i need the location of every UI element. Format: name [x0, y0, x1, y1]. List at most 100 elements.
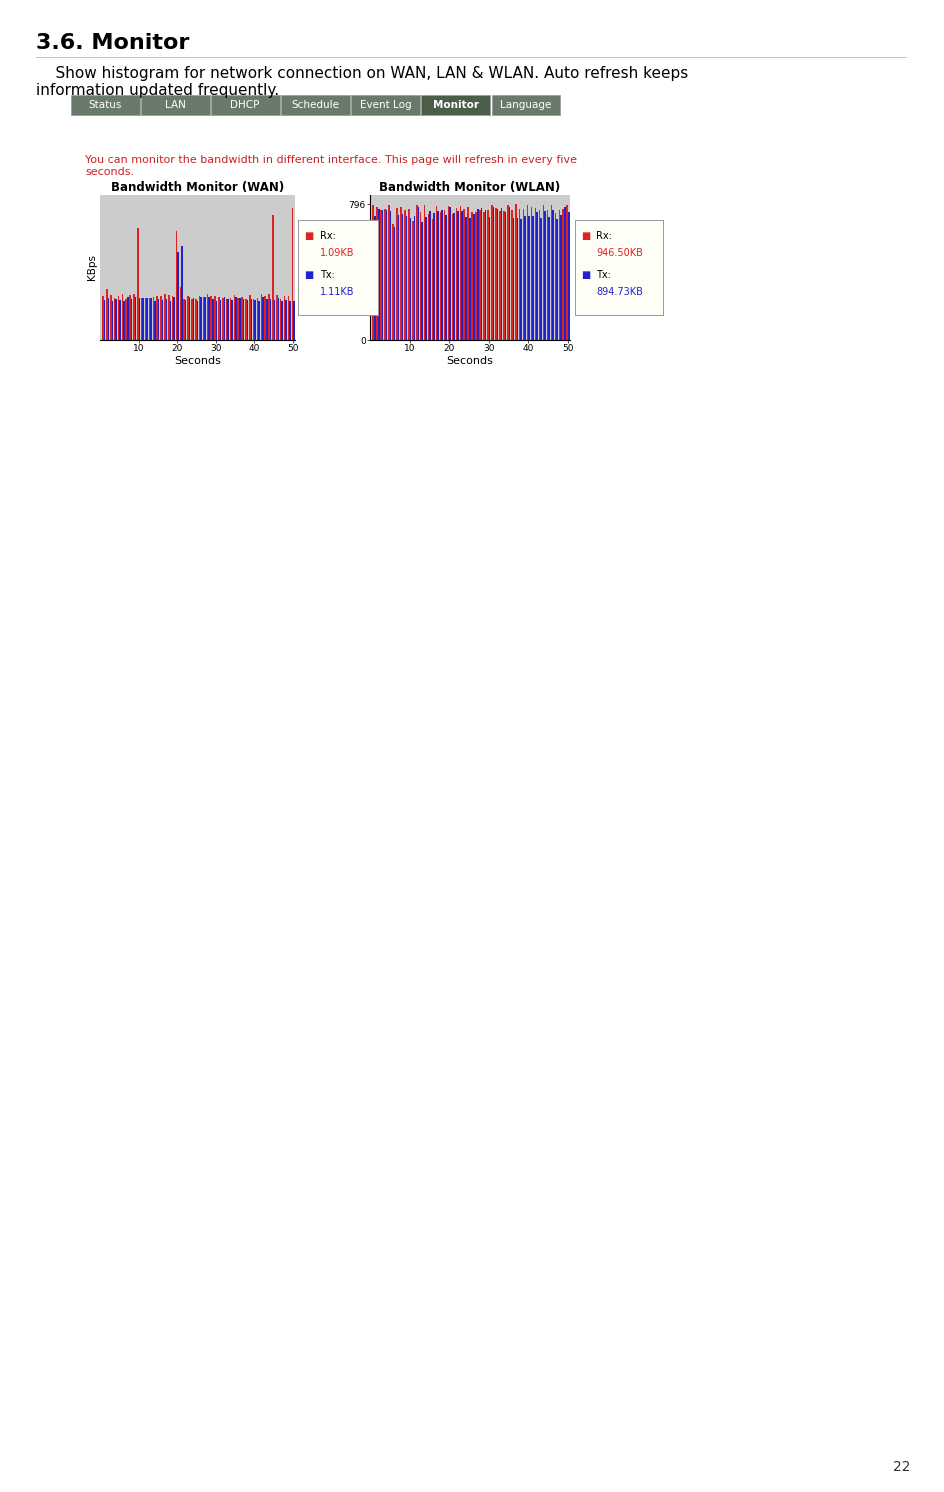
Bar	[465, 216, 466, 340]
Bar	[246, 300, 248, 340]
Bar	[139, 298, 140, 340]
Bar	[292, 207, 293, 340]
Bar	[540, 218, 542, 340]
Bar	[397, 215, 399, 340]
Bar	[278, 298, 279, 340]
Bar	[108, 298, 110, 340]
Bar	[507, 204, 509, 340]
Bar	[150, 298, 152, 340]
Bar	[220, 300, 221, 340]
Bar	[449, 206, 451, 340]
Bar	[111, 301, 113, 340]
Text: Tx:: Tx:	[596, 270, 611, 280]
Bar	[266, 298, 267, 340]
Bar	[548, 216, 549, 340]
Bar	[408, 209, 410, 340]
Bar	[491, 204, 493, 340]
Bar	[440, 212, 441, 340]
Text: Event Log: Event Log	[360, 100, 412, 110]
Bar	[477, 209, 479, 340]
Text: 894.73KB: 894.73KB	[596, 286, 643, 297]
Bar	[523, 209, 525, 340]
Bar	[380, 210, 382, 340]
Bar	[255, 300, 256, 340]
Bar	[122, 294, 123, 340]
Bar	[417, 207, 419, 340]
Bar	[497, 209, 498, 340]
Bar	[469, 218, 471, 340]
Bar	[243, 298, 244, 340]
Bar	[245, 300, 246, 340]
Bar	[550, 204, 552, 340]
Bar	[289, 301, 291, 340]
Bar	[222, 298, 224, 340]
Bar	[239, 298, 241, 340]
Bar	[135, 297, 136, 340]
Bar	[196, 301, 198, 340]
Bar	[204, 297, 206, 340]
Text: You can monitor the bandwidth in different interface. This page will refresh in : You can monitor the bandwidth in differe…	[85, 155, 577, 176]
Bar	[207, 294, 208, 340]
Bar	[480, 209, 482, 340]
Text: ■: ■	[304, 270, 313, 280]
Bar	[451, 213, 453, 340]
Bar	[249, 294, 250, 340]
X-axis label: Seconds: Seconds	[447, 357, 494, 366]
Bar	[554, 213, 556, 340]
Bar	[264, 297, 266, 340]
Bar	[378, 209, 379, 340]
Bar	[253, 298, 255, 340]
Bar	[527, 206, 529, 340]
Bar	[433, 213, 435, 340]
Bar	[262, 297, 263, 340]
Bar	[281, 301, 283, 340]
Bar	[539, 210, 540, 340]
Bar	[106, 289, 108, 340]
Bar	[529, 216, 530, 340]
Bar	[421, 222, 423, 340]
Bar	[560, 215, 562, 340]
Bar	[268, 294, 270, 340]
Bar	[416, 204, 417, 340]
Bar	[428, 213, 430, 340]
Bar	[552, 210, 554, 340]
Bar	[170, 301, 171, 340]
X-axis label: Seconds: Seconds	[174, 357, 221, 366]
Bar	[104, 300, 106, 340]
Bar	[390, 210, 392, 340]
Bar	[226, 300, 228, 340]
Text: Rx:: Rx:	[596, 231, 612, 242]
Bar	[503, 212, 505, 340]
Bar	[410, 218, 412, 340]
Bar	[176, 231, 177, 340]
Bar	[216, 300, 217, 340]
Bar	[203, 297, 204, 340]
Y-axis label: KBps: KBps	[336, 255, 346, 280]
Bar	[467, 207, 469, 340]
Bar	[493, 207, 495, 340]
Bar	[218, 297, 220, 340]
Bar	[272, 215, 274, 340]
Bar	[563, 209, 565, 340]
Bar	[259, 301, 260, 340]
Bar	[250, 300, 252, 340]
Text: DHCP: DHCP	[230, 100, 260, 110]
Bar	[231, 300, 233, 340]
Bar	[242, 297, 243, 340]
Text: ■: ■	[582, 231, 590, 242]
Bar	[483, 212, 485, 340]
Bar	[473, 213, 475, 340]
Bar	[146, 298, 148, 340]
Bar	[189, 297, 191, 340]
Bar	[444, 210, 446, 340]
Bar	[127, 297, 128, 340]
Bar	[519, 209, 520, 340]
Bar	[137, 228, 139, 340]
Text: ■: ■	[304, 231, 313, 242]
Bar	[157, 297, 158, 340]
Bar	[461, 210, 463, 340]
Bar	[228, 298, 229, 340]
Text: ■: ■	[582, 270, 590, 280]
Bar	[177, 252, 178, 340]
Bar	[229, 298, 231, 340]
